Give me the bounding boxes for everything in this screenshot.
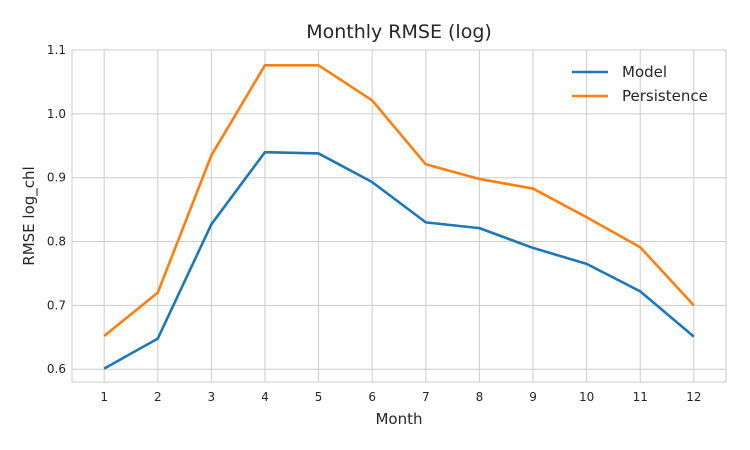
series-lines xyxy=(103,64,695,370)
y-tick-label: 1.1 xyxy=(47,43,66,57)
y-tick-label: 0.6 xyxy=(47,362,66,376)
x-tick-label: 2 xyxy=(154,390,162,404)
x-tick-label: 12 xyxy=(686,390,701,404)
chart-title: Monthly RMSE (log) xyxy=(306,21,492,43)
y-tick-label: 0.7 xyxy=(47,298,66,312)
y-axis-title: RMSE log_chl xyxy=(20,166,39,265)
x-tick-label: 5 xyxy=(315,390,323,404)
x-tick-labels: 1 2 3 4 5 6 7 8 9 10 11 12 xyxy=(100,390,701,404)
x-tick-label: 11 xyxy=(633,390,648,404)
x-axis-title: Month xyxy=(375,410,422,428)
x-tick-label: 3 xyxy=(208,390,216,404)
x-tick-label: 7 xyxy=(422,390,430,404)
legend: Model Persistence xyxy=(572,63,708,105)
x-tick-label: 8 xyxy=(476,390,484,404)
plot-background xyxy=(72,50,726,382)
x-tick-label: 1 xyxy=(100,390,108,404)
y-tick-label: 0.9 xyxy=(47,171,66,185)
plot-frame xyxy=(71,49,727,383)
y-tick-label: 1.0 xyxy=(47,107,66,121)
x-tick-label: 10 xyxy=(579,390,594,404)
x-tick-label: 4 xyxy=(261,390,269,404)
x-tick-label: 9 xyxy=(529,390,537,404)
legend-label-model: Model xyxy=(622,63,667,81)
series-line-model xyxy=(103,150,695,370)
legend-label-persistence: Persistence xyxy=(622,87,708,105)
y-tick-labels: 0.6 0.7 0.8 0.9 1.0 1.1 xyxy=(47,43,66,376)
x-tick-label: 6 xyxy=(368,390,376,404)
series-line-persistence xyxy=(103,64,695,338)
y-tick-label: 0.8 xyxy=(47,235,66,249)
